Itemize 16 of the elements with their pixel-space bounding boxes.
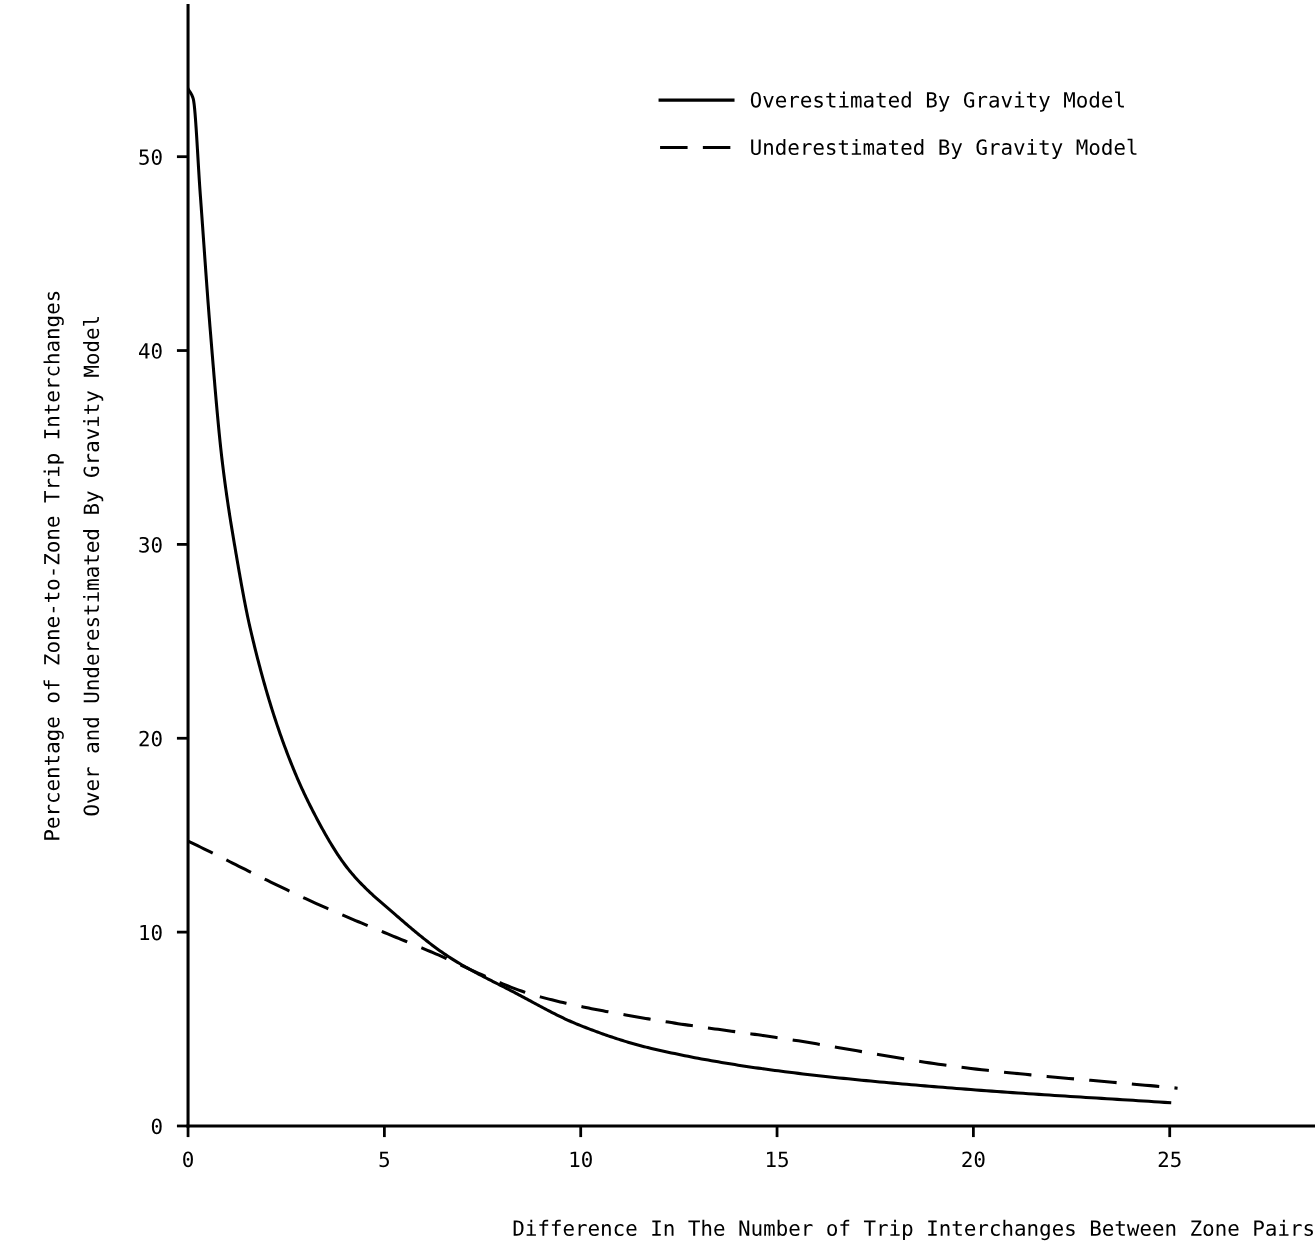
x-axis-title: Difference In The Number of Trip Interchanges Between Zone Pairs <box>513 1219 1313 1241</box>
x-tick-label: 10 <box>570 1151 592 1168</box>
y-axis-title: Percentage of Zone-to-Zone Trip Interchanges Over and Underestimated By Gravity Model <box>43 291 104 840</box>
y-tick-label: 50 <box>139 149 162 165</box>
legend-label: Underestimated By Gravity Model <box>751 138 1137 160</box>
y-tick-label: 40 <box>139 343 162 359</box>
x-tick-label: 0 <box>183 1151 193 1168</box>
y-tick-label: 20 <box>139 730 162 747</box>
x-tick-label: 25 <box>1158 1151 1181 1168</box>
x-tick-label: 5 <box>379 1151 389 1168</box>
x-tick-label: 20 <box>962 1151 985 1168</box>
y-tick-label: 30 <box>139 536 162 553</box>
y-tick-label: 0 <box>151 1118 162 1135</box>
y-tick-label: 10 <box>140 924 162 941</box>
legend-label: Overestimated By Gravity Model <box>750 91 1124 112</box>
x-tick-label: 15 <box>767 1151 788 1168</box>
